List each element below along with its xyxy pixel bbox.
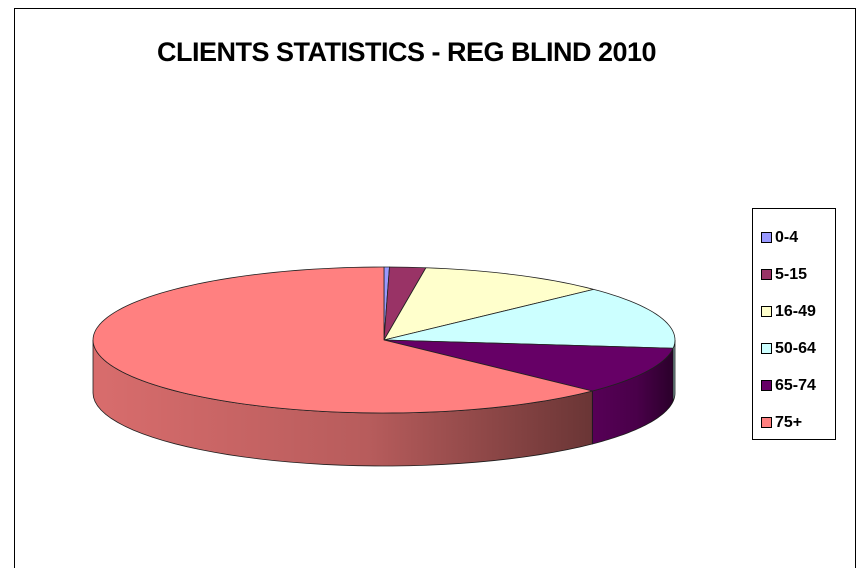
legend-label-16-49: 16-49 [775,302,816,320]
slice-side-shade-65-74 [592,348,674,444]
legend-item-75plus: 75+ [753,404,835,441]
legend: 0-4 5-15 16-49 50-64 65-74 75+ [752,208,836,440]
legend-item-5-15: 5-15 [753,256,835,293]
legend-label-75plus: 75+ [775,413,803,431]
legend-item-50-64: 50-64 [753,330,835,367]
chart-title: CLIENTS STATISTICS - REG BLIND 2010 [0,37,863,68]
chart-title-text: CLIENTS STATISTICS - REG BLIND 2010 [156,37,657,67]
legend-swatch-50-64 [761,343,772,354]
slice-side-shade-75plus [93,340,593,466]
slice-75plus [92,266,593,414]
legend-label-65-74: 65-74 [775,376,816,394]
legend-item-65-74: 65-74 [753,367,835,404]
legend-label-0-4: 0-4 [775,228,799,246]
slice-65-74 [383,339,674,392]
legend-label-5-15: 5-15 [775,265,808,283]
slice-16-49 [383,267,595,341]
legend-item-16-49: 16-49 [753,293,835,330]
legend-swatch-0-4 [761,232,772,243]
slice-50-64 [383,288,676,349]
legend-label-50-64: 50-64 [775,339,816,357]
slice-side-shade-50-64 [673,340,675,402]
legend-item-0-4: 0-4 [753,219,835,256]
pie-tops [92,266,676,414]
pie-sides [92,339,676,467]
legend-swatch-75plus [761,417,772,428]
legend-swatch-16-49 [761,306,772,317]
legend-swatch-65-74 [761,380,772,391]
legend-swatch-5-15 [761,269,772,280]
